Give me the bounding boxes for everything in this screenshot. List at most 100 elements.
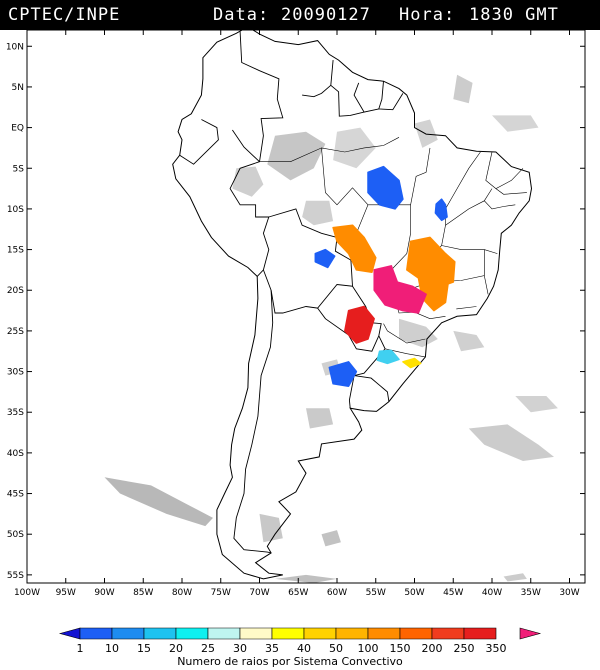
lat-tick-label: 10N — [6, 42, 24, 52]
convective-system-8 — [344, 305, 375, 344]
convective-systems — [314, 165, 456, 387]
date-value: 20090127 — [281, 5, 371, 25]
lon-tick-label: 95W — [56, 588, 76, 598]
legend-color-swatch — [79, 627, 113, 640]
legend-colorbar — [58, 627, 542, 640]
legend-color-swatch — [399, 627, 433, 640]
lon-tick-label: 85W — [133, 588, 153, 598]
state-border-4 — [445, 151, 481, 210]
legend-caption: Numero de raios por Sistema Convectivo — [177, 655, 403, 668]
lon-tick-label: 35W — [521, 588, 541, 598]
legend-color-swatch — [239, 627, 273, 640]
lat-tick-label: 45S — [7, 490, 24, 500]
date-label: Data: — [213, 5, 270, 25]
country-border-9 — [330, 60, 365, 117]
legend-label: 10 — [105, 642, 119, 655]
country-border-7 — [348, 335, 386, 409]
lat-tick-label: 35S — [7, 408, 24, 418]
time-value: 1830 GMT — [469, 5, 559, 25]
lat-tick-label: 25S — [7, 327, 24, 337]
lat-axis: 10N 5N EQ 5S 10S 15S 20S 25S 30S 35S 40S 45S 50S 55S — [6, 42, 585, 581]
legend-label: 1 — [77, 642, 84, 655]
legend-color-swatch — [143, 627, 177, 640]
country-border-1 — [179, 119, 219, 165]
lat-tick-label: 5N — [12, 83, 24, 93]
cloud-patch-7 — [399, 318, 438, 348]
cloud-patch-9 — [306, 408, 334, 429]
cloud-patch-5 — [453, 74, 473, 104]
lat-tick-label: 30S — [7, 368, 24, 378]
cloud-patch-14 — [275, 574, 337, 583]
lat-tick-label: 5S — [13, 164, 25, 174]
legend-color-swatch — [519, 627, 542, 640]
cloud-patch-1 — [333, 127, 376, 169]
lon-tick-label: 60W — [327, 588, 347, 598]
time-label: Hora: — [399, 5, 456, 25]
lat-tick-label: 40S — [7, 449, 24, 459]
title-bar: CPTEC/INPE Data: 20090127 Hora: 1830 GMT — [0, 0, 600, 30]
lon-axis: 100W 95W 90W 85W 80W 75W 70W 65W 60W 55W 50W 45W 40W… — [14, 30, 580, 598]
cloud-patch-16 — [515, 396, 558, 413]
legend-labels: 1 10 15 20 25 30 35 40 50 100 150 200 250 350 — [77, 642, 507, 655]
convective-system-7 — [373, 265, 427, 314]
legend: 1 10 15 20 25 30 35 40 50 100 150 200 250 350 Numero … — [58, 627, 542, 668]
country-border-10 — [353, 82, 379, 113]
convective-system-9 — [376, 349, 400, 365]
state-border-15 — [484, 188, 493, 201]
legend-label: 25 — [201, 642, 215, 655]
convective-system-6 — [429, 252, 456, 287]
cloud-patch-13 — [321, 530, 341, 547]
lat-tick-label: 55S — [7, 571, 24, 581]
legend-color-swatch — [463, 627, 497, 640]
lat-tick-label: EQ — [11, 124, 24, 134]
state-border-0 — [259, 137, 400, 162]
lon-tick-label: 50W — [404, 588, 424, 598]
country-border-0 — [239, 31, 284, 162]
legend-label: 30 — [233, 642, 247, 655]
legend-color-swatch — [335, 627, 369, 640]
legend-color-swatch — [271, 627, 305, 640]
state-border-10 — [456, 306, 477, 310]
legend-color-swatch — [207, 627, 241, 640]
lon-tick-label: 30W — [559, 588, 579, 598]
convective-system-4 — [332, 224, 377, 274]
lon-tick-label: 55W — [366, 588, 386, 598]
legend-color-swatch — [111, 627, 145, 640]
cloud-patch-0 — [267, 131, 326, 181]
country-border-8 — [354, 375, 390, 402]
cloud-patch-11 — [104, 477, 213, 527]
country-border-4 — [233, 290, 274, 554]
lat-tick-label: 50S — [7, 530, 24, 540]
legend-label: 100 — [358, 642, 379, 655]
cloud-patch-3 — [302, 200, 334, 226]
state-border-5 — [445, 200, 516, 226]
lon-tick-label: 100W — [14, 588, 40, 598]
state-border-14 — [495, 188, 527, 195]
state-border-11 — [383, 323, 426, 344]
state-border-12 — [385, 348, 426, 358]
legend-label: 20 — [169, 642, 183, 655]
convective-system-1 — [434, 198, 448, 222]
legend-label: 35 — [265, 642, 279, 655]
legend-color-swatch — [367, 627, 401, 640]
lon-tick-label: 75W — [211, 588, 231, 598]
convective-system-2 — [314, 248, 336, 269]
country-border-11 — [378, 81, 404, 111]
legend-label: 40 — [297, 642, 311, 655]
legend-color-swatch — [175, 627, 209, 640]
convective-system-10 — [402, 357, 422, 369]
legend-label: 200 — [422, 642, 443, 655]
lat-tick-label: 20S — [7, 286, 24, 296]
convective-system-0 — [367, 165, 404, 210]
lon-tick-label: 65W — [288, 588, 308, 598]
legend-label: 250 — [454, 642, 475, 655]
map-frame — [26, 29, 586, 584]
cloud-patch-8 — [453, 330, 485, 352]
legend-color-swatch — [303, 627, 337, 640]
legend-label: 50 — [329, 642, 343, 655]
lon-tick-label: 40W — [482, 588, 502, 598]
country-border-12 — [302, 84, 332, 98]
lon-tick-label: 90W — [94, 588, 114, 598]
cloud-patch-6 — [492, 115, 539, 132]
